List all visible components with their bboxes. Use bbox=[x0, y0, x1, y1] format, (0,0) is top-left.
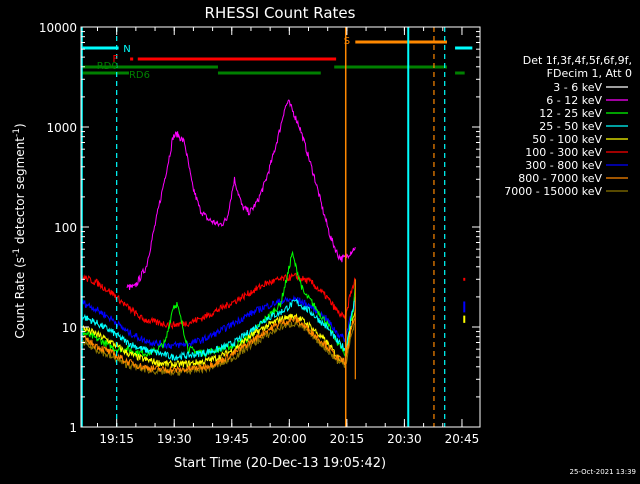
legend-entry-label: 50 - 100 keV bbox=[532, 133, 602, 146]
series-line-6 bbox=[80, 294, 356, 350]
y-tick-label: 1000 bbox=[46, 121, 77, 135]
x-tick-label: 19:45 bbox=[214, 432, 249, 446]
legend-entry-label: 6 - 12 keV bbox=[546, 94, 602, 107]
series-line-0 bbox=[126, 126, 356, 271]
flag-label-rd6: RD6 bbox=[129, 70, 150, 81]
series-line-2 bbox=[81, 250, 356, 359]
x-tick-label: 20:30 bbox=[387, 432, 422, 446]
chart-title: RHESSI Count Rates bbox=[205, 4, 356, 22]
status-flags-layer: NF S RD0 RD6 bbox=[80, 27, 473, 427]
legend-entry-label: 100 - 300 keV bbox=[525, 146, 602, 159]
x-tick-label: 20:45 bbox=[445, 432, 480, 446]
legend-entry-label: 12 - 25 keV bbox=[539, 107, 602, 120]
flag-label-n: N bbox=[123, 44, 130, 55]
series-line-3 bbox=[80, 296, 356, 361]
x-tick-label: 19:30 bbox=[157, 432, 192, 446]
legend: Det 1f,3f,4f,5f,6f,9f,FDecim 1, Att 03 -… bbox=[504, 54, 632, 198]
legend-header-detectors: Det 1f,3f,4f,5f,6f,9f, bbox=[523, 54, 632, 67]
series-layer bbox=[80, 99, 466, 376]
series-line-1 bbox=[126, 99, 356, 291]
legend-entry-label: 300 - 800 keV bbox=[525, 159, 602, 172]
x-axis-label: Start Time (20-Dec-13 19:05:42) bbox=[174, 456, 386, 471]
series-line-8 bbox=[80, 320, 356, 376]
y-tick-label: 1 bbox=[69, 421, 77, 435]
legend-entry-label: 3 - 6 keV bbox=[553, 81, 602, 94]
y-axis-label: Count Rate (s-1 detector segment-1) bbox=[12, 123, 27, 338]
x-tick-label: 19:15 bbox=[99, 432, 134, 446]
creation-timestamp: 25-Oct-2021 13:39 bbox=[570, 468, 636, 476]
series-line-5 bbox=[80, 272, 356, 330]
flag-label-rd0: RD0 bbox=[97, 61, 118, 72]
axes-layer: 19:15 19:30 19:45 20:00 20:15 20:30 20:45 1 10 10… bbox=[39, 21, 481, 446]
legend-entry-label: 25 - 50 keV bbox=[539, 120, 602, 133]
legend-entry-label: 800 - 7000 keV bbox=[518, 172, 602, 185]
legend-header-decim: FDecim 1, Att 0 bbox=[547, 67, 632, 80]
y-tick-label: 10000 bbox=[39, 21, 77, 35]
legend-entry-label: 7000 - 15000 keV bbox=[504, 185, 602, 198]
flag-label-f: F bbox=[112, 54, 118, 65]
series-line-7 bbox=[80, 314, 356, 376]
x-tick-label: 20:00 bbox=[272, 432, 307, 446]
y-tick-label: 10 bbox=[62, 321, 77, 335]
flag-label-s: S bbox=[344, 36, 350, 47]
x-tick-label: 20:15 bbox=[330, 432, 365, 446]
y-tick-label: 100 bbox=[54, 221, 77, 235]
